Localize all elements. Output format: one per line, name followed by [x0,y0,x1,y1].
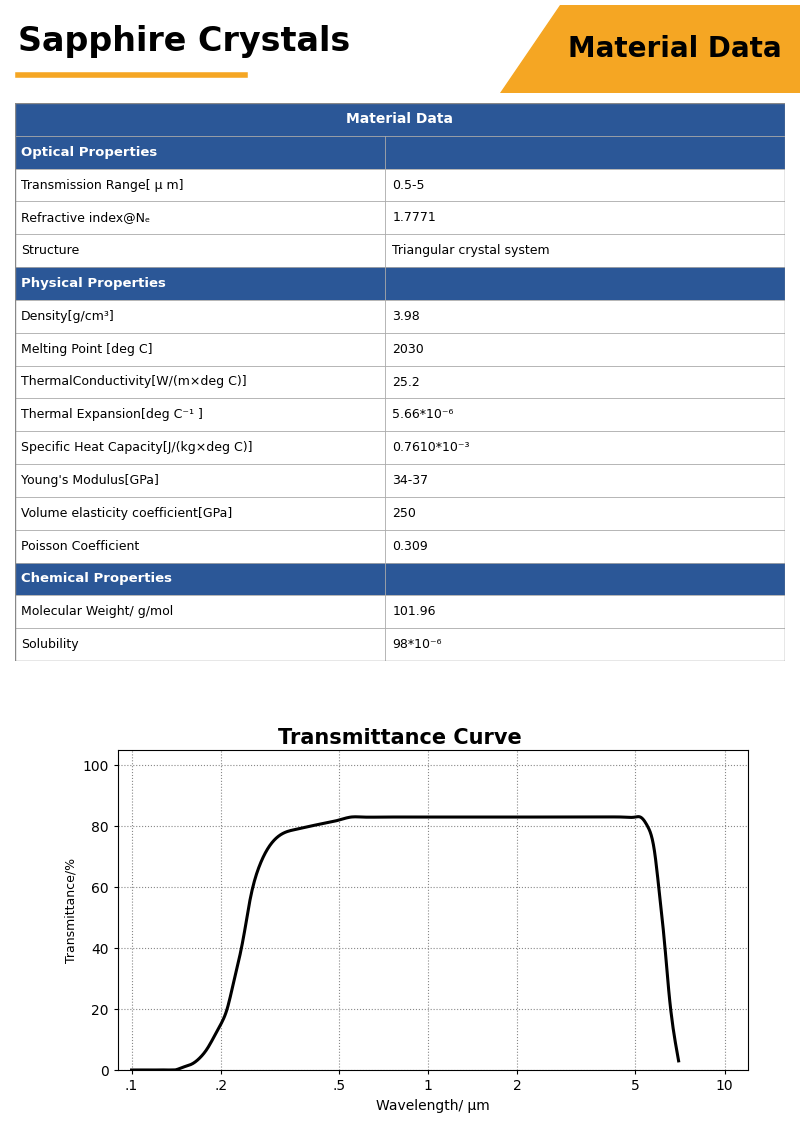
Bar [15,398,385,431]
Text: 0.309: 0.309 [392,540,428,552]
Bar [15,333,385,366]
Bar [15,497,385,530]
X-axis label: Wavelength/ μm: Wavelength/ μm [376,1099,490,1113]
Bar [15,104,785,136]
Text: 3.98: 3.98 [392,309,420,323]
Text: Specific Heat Capacity[J/(kg×deg C)]: Specific Heat Capacity[J/(kg×deg C)] [21,441,253,454]
Bar [15,530,385,562]
Text: Material Data: Material Data [346,112,454,126]
Text: Volume elasticity coefficient[GPa]: Volume elasticity coefficient[GPa] [21,506,233,520]
Text: Melting Point [deg C]: Melting Point [deg C] [21,343,153,356]
Text: 5.66*10⁻⁶: 5.66*10⁻⁶ [392,408,454,422]
Bar [385,431,785,463]
Text: 0.7610*10⁻³: 0.7610*10⁻³ [392,441,470,454]
Text: Chemical Properties: Chemical Properties [21,573,172,585]
Bar [385,300,785,333]
Text: Sapphire Crystals: Sapphire Crystals [18,25,350,57]
Text: Transmission Range[ μ m]: Transmission Range[ μ m] [21,179,184,191]
Text: 0.5-5: 0.5-5 [392,179,425,191]
Text: Triangular crystal system: Triangular crystal system [392,244,550,258]
Bar [15,169,385,201]
Bar [385,595,785,628]
Bar [15,562,785,595]
Text: Material Data: Material Data [568,35,782,63]
Bar [15,431,385,463]
Text: 34-37: 34-37 [392,474,429,487]
Bar [15,201,385,234]
Text: 2030: 2030 [392,343,424,356]
Text: Young's Modulus[GPa]: Young's Modulus[GPa] [21,474,159,487]
Bar [15,136,785,169]
Text: Transmittance Curve: Transmittance Curve [278,728,522,748]
Bar [15,300,385,333]
Bar [15,234,385,267]
Bar [15,366,385,398]
Bar [385,464,785,497]
Text: Structure: Structure [21,244,79,258]
Text: Solubility: Solubility [21,638,78,651]
Bar [385,234,785,267]
Bar [15,267,785,300]
Bar [385,333,785,366]
Bar [385,628,785,662]
Bar [385,497,785,530]
Text: Density[g/cm³]: Density[g/cm³] [21,309,115,323]
Text: Poisson Coefficient: Poisson Coefficient [21,540,139,552]
Text: Optical Properties: Optical Properties [21,146,158,159]
Bar [385,201,785,234]
Polygon shape [500,4,800,93]
Text: Molecular Weight/ g/mol: Molecular Weight/ g/mol [21,605,174,619]
Text: Thermal Expansion[deg C⁻¹ ]: Thermal Expansion[deg C⁻¹ ] [21,408,203,422]
Bar [15,464,385,497]
Text: 101.96: 101.96 [392,605,436,619]
Text: Physical Properties: Physical Properties [21,277,166,290]
Bar [385,530,785,562]
Text: 250: 250 [392,506,416,520]
Text: Refractive index@Nₑ: Refractive index@Nₑ [21,212,150,224]
Bar [385,169,785,201]
Bar [15,595,385,628]
Text: 25.2: 25.2 [392,376,420,388]
Y-axis label: Transmittance/%: Transmittance/% [64,857,77,963]
Bar [385,398,785,431]
Bar [385,366,785,398]
Text: ThermalConductivity[W/(m×deg C)]: ThermalConductivity[W/(m×deg C)] [21,376,246,388]
Text: 1.7771: 1.7771 [392,212,436,224]
Text: 98*10⁻⁶: 98*10⁻⁶ [392,638,442,651]
Bar [15,628,385,662]
